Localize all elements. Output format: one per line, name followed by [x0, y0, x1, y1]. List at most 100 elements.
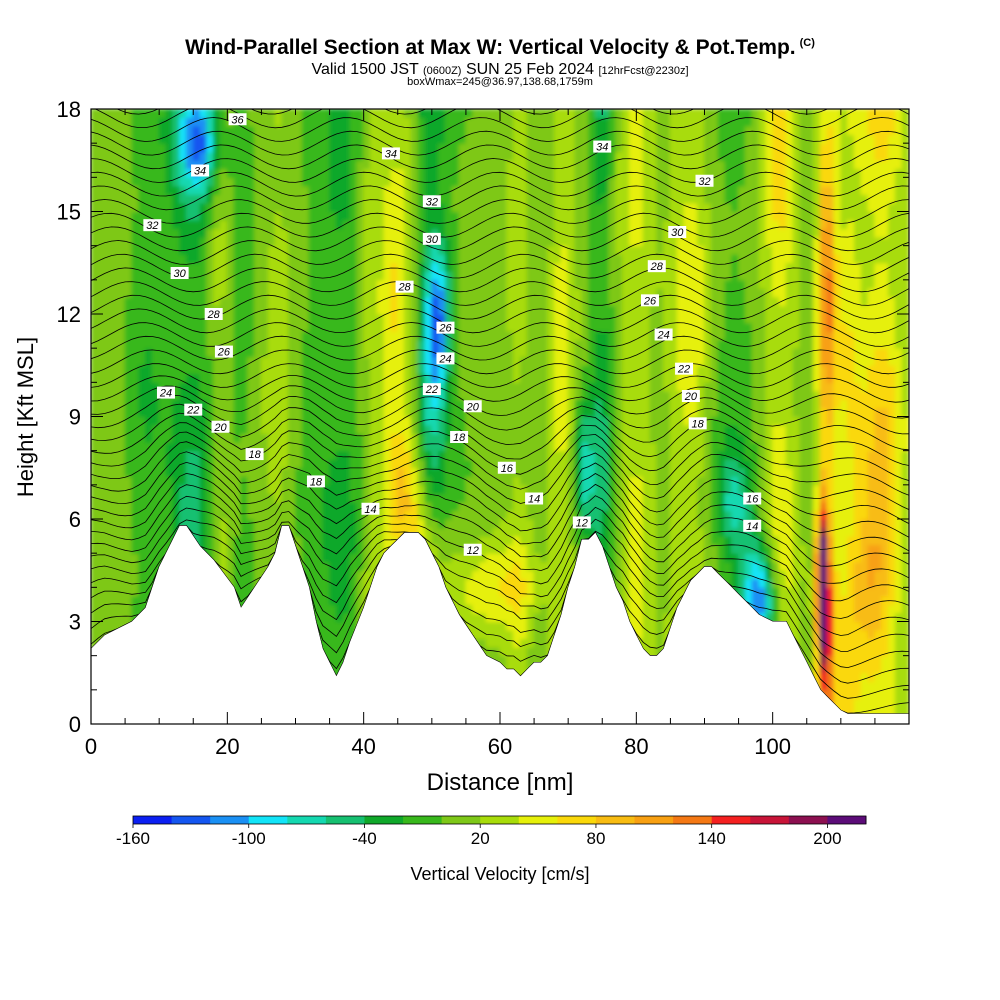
velocity-cell	[492, 518, 501, 529]
velocity-cell	[438, 484, 446, 494]
velocity-cell	[383, 458, 392, 469]
velocity-cell	[499, 424, 508, 435]
velocity-cell	[397, 475, 406, 486]
velocity-cell	[97, 176, 106, 187]
velocity-cell	[226, 262, 235, 272]
velocity-cell	[369, 185, 378, 195]
velocity-cell	[124, 561, 133, 571]
velocity-cell	[356, 322, 365, 332]
velocity-cell	[131, 287, 140, 298]
velocity-cell	[363, 518, 371, 529]
velocity-cell	[506, 586, 515, 597]
velocity-cell	[91, 467, 99, 477]
velocity-cell	[220, 433, 228, 443]
velocity-cell	[220, 492, 228, 503]
velocity-cell	[281, 245, 290, 255]
velocity-cell	[117, 151, 126, 161]
velocity-cell	[390, 228, 399, 238]
velocity-cell	[110, 279, 119, 289]
velocity-cell	[267, 373, 276, 383]
velocity-cell	[356, 416, 365, 426]
velocity-cell	[492, 441, 501, 452]
velocity-cell	[356, 270, 365, 281]
velocity-cell	[499, 535, 508, 546]
velocity-cell	[110, 433, 119, 443]
velocity-cell	[158, 313, 167, 324]
velocity-cell	[376, 142, 385, 153]
velocity-cell	[308, 287, 317, 298]
velocity-cell	[131, 441, 140, 452]
velocity-cell	[295, 373, 303, 383]
velocity-cell	[540, 117, 549, 127]
velocity-cell	[397, 253, 406, 264]
velocity-cell	[444, 245, 453, 255]
velocity-cell	[288, 381, 296, 392]
velocity-cell	[172, 518, 181, 529]
velocity-cell	[554, 253, 562, 264]
velocity-cell	[376, 270, 385, 281]
velocity-cell	[179, 433, 187, 443]
velocity-cell	[444, 117, 453, 127]
velocity-cell	[519, 202, 528, 212]
velocity-cell	[526, 373, 535, 383]
velocity-cell	[404, 262, 412, 272]
velocity-cell	[281, 467, 290, 477]
velocity-cell	[315, 398, 324, 409]
velocity-cell	[110, 527, 119, 537]
velocity-cell	[369, 364, 378, 375]
velocity-cell	[451, 373, 460, 383]
velocity-cell	[410, 270, 419, 281]
velocity-cell	[91, 450, 99, 460]
velocity-cell	[554, 219, 562, 230]
velocity-cell	[444, 159, 453, 170]
velocity-cell	[158, 211, 167, 221]
velocity-cell	[506, 518, 515, 529]
velocity-cell	[165, 450, 174, 460]
velocity-cell	[444, 398, 453, 409]
velocity-cell	[97, 398, 106, 409]
velocity-cell	[465, 527, 474, 537]
velocity-cell	[376, 407, 385, 417]
velocity-cell	[472, 125, 481, 136]
velocity-cell	[431, 484, 440, 494]
velocity-cell	[240, 381, 249, 392]
velocity-cell	[492, 655, 501, 665]
velocity-cell	[540, 134, 549, 144]
velocity-cell	[519, 159, 528, 170]
velocity-cell	[254, 245, 262, 255]
velocity-cell	[151, 561, 160, 571]
velocity-cell	[240, 330, 249, 341]
velocity-cell	[417, 134, 426, 144]
velocity-cell	[465, 509, 474, 520]
velocity-cell	[410, 262, 419, 272]
velocity-cell	[172, 287, 181, 298]
velocity-cell	[172, 492, 181, 503]
velocity-cell	[206, 211, 215, 221]
velocity-cell	[526, 390, 535, 400]
velocity-cell	[431, 168, 440, 178]
velocity-cell	[356, 356, 365, 366]
velocity-cell	[117, 407, 126, 417]
velocity-cell	[91, 569, 99, 580]
velocity-cell	[533, 219, 542, 230]
velocity-cell	[301, 296, 310, 306]
velocity-cell	[519, 638, 528, 648]
velocity-cell	[349, 552, 358, 563]
velocity-cell	[519, 381, 528, 392]
velocity-cell	[526, 398, 535, 409]
velocity-cell	[533, 142, 542, 153]
velocity-cell	[485, 390, 494, 400]
velocity-cell	[410, 109, 419, 119]
velocity-cell	[233, 381, 242, 392]
velocity-cell	[172, 236, 181, 247]
velocity-cell	[254, 330, 262, 341]
velocity-cell	[349, 381, 358, 392]
velocity-cell	[369, 356, 378, 366]
velocity-cell	[206, 279, 215, 289]
velocity-cell	[431, 424, 440, 435]
velocity-cell	[110, 228, 119, 238]
velocity-cell	[554, 475, 562, 486]
velocity-cell	[356, 475, 365, 486]
velocity-cell	[492, 193, 501, 204]
velocity-cell	[513, 356, 521, 366]
